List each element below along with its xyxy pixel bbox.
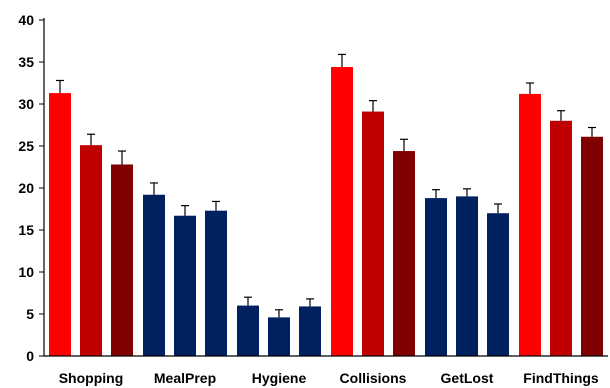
y-tick-label: 25 [18, 138, 34, 154]
bar [174, 215, 196, 356]
category-labels: Shopping MealPrep Hygiene Collisions GetLost… [59, 370, 599, 386]
bar [362, 111, 384, 356]
bar [80, 145, 102, 356]
axes [43, 18, 608, 357]
bar [519, 93, 541, 357]
bar [581, 136, 603, 356]
bar [487, 213, 509, 356]
error-bars-layer [56, 53, 596, 318]
bar [237, 305, 259, 356]
category-label: GetLost [441, 370, 494, 386]
bar [49, 93, 71, 356]
category-label: MealPrep [154, 370, 216, 386]
bars-layer [49, 67, 603, 357]
category-label: FindThings [523, 370, 599, 386]
y-axis-ticks: 0 5 10 15 20 25 30 35 40 [18, 12, 44, 364]
bar [393, 151, 415, 356]
category-label: Shopping [59, 370, 124, 386]
bar [425, 198, 447, 356]
y-tick-label: 0 [26, 348, 34, 364]
bar [268, 317, 290, 356]
y-tick-label: 30 [18, 96, 34, 112]
y-tick-label: 5 [26, 306, 34, 322]
y-tick-label: 10 [18, 264, 34, 280]
bar [456, 196, 478, 356]
y-tick-label: 35 [18, 54, 34, 70]
bar [205, 210, 227, 356]
y-tick-label: 20 [18, 180, 34, 196]
bar [331, 67, 353, 356]
bar [299, 306, 321, 356]
category-label: Hygiene [252, 370, 307, 386]
bar [143, 194, 165, 356]
y-tick-label: 15 [18, 222, 34, 238]
category-label: Collisions [340, 370, 407, 386]
bar [111, 164, 133, 356]
y-tick-label: 40 [18, 12, 34, 28]
bar [550, 120, 572, 356]
